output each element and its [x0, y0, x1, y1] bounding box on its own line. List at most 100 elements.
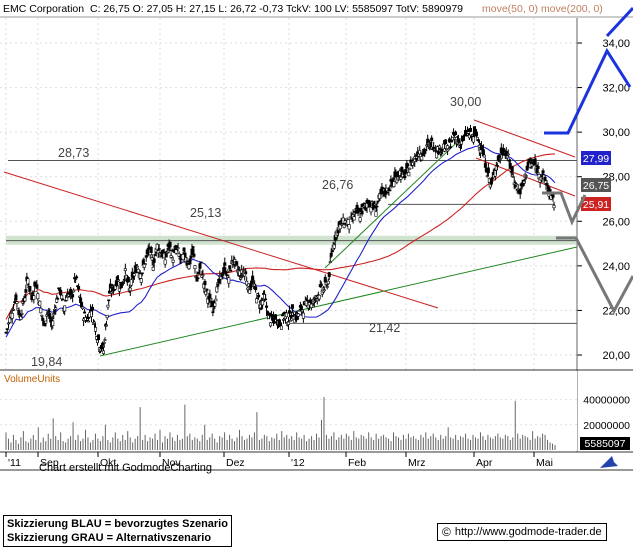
candle-body — [408, 167, 412, 170]
candle-body — [367, 205, 371, 208]
candle-body — [94, 327, 98, 332]
ma200-line — [5, 153, 556, 320]
candle-body — [438, 145, 442, 149]
candle-body — [332, 244, 336, 249]
candle-body — [505, 155, 509, 159]
candle-body — [151, 266, 155, 271]
time-tick-label: Feb — [348, 457, 366, 469]
price-badge — [581, 197, 611, 211]
steep-uptrend-line — [324, 129, 471, 269]
volume-label: VolumeUnits — [4, 374, 60, 385]
candle-body — [264, 298, 268, 301]
price-badge-label: 26,75 — [583, 180, 609, 192]
candle-body — [317, 294, 321, 300]
candle-body — [490, 177, 494, 180]
price-tick-label: 22,00 — [602, 305, 630, 317]
candle-body — [482, 154, 486, 158]
candle-body — [248, 289, 252, 294]
candle-body — [245, 280, 249, 286]
candle-body — [429, 141, 433, 148]
candle-body — [201, 274, 205, 277]
candle-body — [108, 283, 112, 288]
candle-body — [510, 166, 514, 173]
candle-body — [208, 293, 212, 299]
candle-body — [181, 254, 185, 260]
candle-body — [308, 299, 312, 303]
price-candles — [4, 124, 556, 356]
moving-average-legend: move(50, 0) move(200, 0) — [482, 3, 603, 15]
candle-body — [435, 152, 439, 159]
candle-body — [213, 302, 217, 307]
candle-body — [38, 300, 42, 306]
candle-body — [360, 210, 364, 215]
candle-body — [533, 158, 537, 164]
candle-body — [35, 284, 39, 289]
candle-body — [301, 312, 305, 319]
candle-body — [185, 260, 189, 263]
candle-body — [430, 137, 434, 141]
candle-body — [152, 258, 156, 263]
candle-body — [36, 293, 40, 300]
candle-body — [165, 252, 169, 254]
candle-body — [552, 205, 556, 209]
candle-body — [495, 164, 499, 167]
level-annotation: 30,00 — [450, 95, 481, 109]
price-badges: 27,99 26,75 25,91 — [581, 151, 611, 211]
time-tick-label: '11 — [8, 457, 21, 469]
candle-body — [444, 139, 448, 144]
candle-body — [506, 153, 510, 156]
candle-body — [169, 255, 173, 258]
level-annotation: 28,73 — [58, 146, 89, 160]
candle-body — [109, 291, 113, 294]
candle-body — [347, 224, 351, 230]
candle-body — [406, 163, 410, 167]
candle-body — [392, 181, 396, 187]
candle-body — [280, 314, 284, 317]
candle-body — [281, 319, 285, 321]
price-badge — [581, 178, 611, 192]
candle-body — [176, 247, 180, 249]
candle-body — [15, 301, 19, 304]
candle-body — [322, 289, 326, 292]
candle-body — [61, 298, 65, 301]
volume-axis: 40000000 20000000 5585097 — [580, 395, 630, 450]
price-tick-label: 34,00 — [602, 38, 630, 50]
candle-body — [69, 288, 73, 295]
candle-body — [81, 306, 85, 310]
candle-body — [168, 241, 172, 248]
source-url[interactable]: http://www.godmode-trader.de — [454, 526, 602, 538]
quote-line: C: 26,75 O: 27,05 H: 27,15 L: 26,72 -0,7… — [90, 3, 463, 15]
volume-panel: VolumeUnits 40000000 20000000 5585097 — [0, 371, 630, 451]
candle-body — [91, 307, 95, 311]
candle-body — [56, 298, 60, 300]
candle-body — [96, 334, 100, 341]
level-annotation: 25,13 — [190, 206, 221, 220]
source-link[interactable]: © http://www.godmode-trader.de — [437, 523, 607, 541]
candle-body — [388, 189, 392, 192]
candle-body — [71, 294, 75, 298]
candle-body — [373, 203, 377, 206]
candle-body — [93, 321, 97, 324]
time-tick-label: Apr — [476, 457, 493, 469]
candle-body — [228, 265, 232, 270]
candle-body — [288, 319, 292, 322]
ma50-line — [5, 145, 556, 338]
candle-body — [19, 316, 23, 320]
volume-bars — [5, 397, 556, 450]
candle-body — [14, 294, 18, 301]
candle-body — [174, 249, 178, 254]
candle-body — [286, 321, 290, 325]
candle-body — [342, 224, 346, 228]
candle-body — [227, 277, 231, 284]
candle-body — [39, 307, 43, 314]
candle-body — [182, 247, 186, 252]
candle-body — [80, 302, 84, 307]
candle-body — [483, 162, 487, 168]
candle-body — [257, 294, 261, 298]
candle-body — [129, 279, 133, 286]
zoom-tool-icon[interactable] — [596, 453, 633, 470]
candle-body — [23, 297, 27, 302]
candle-body — [171, 259, 175, 263]
